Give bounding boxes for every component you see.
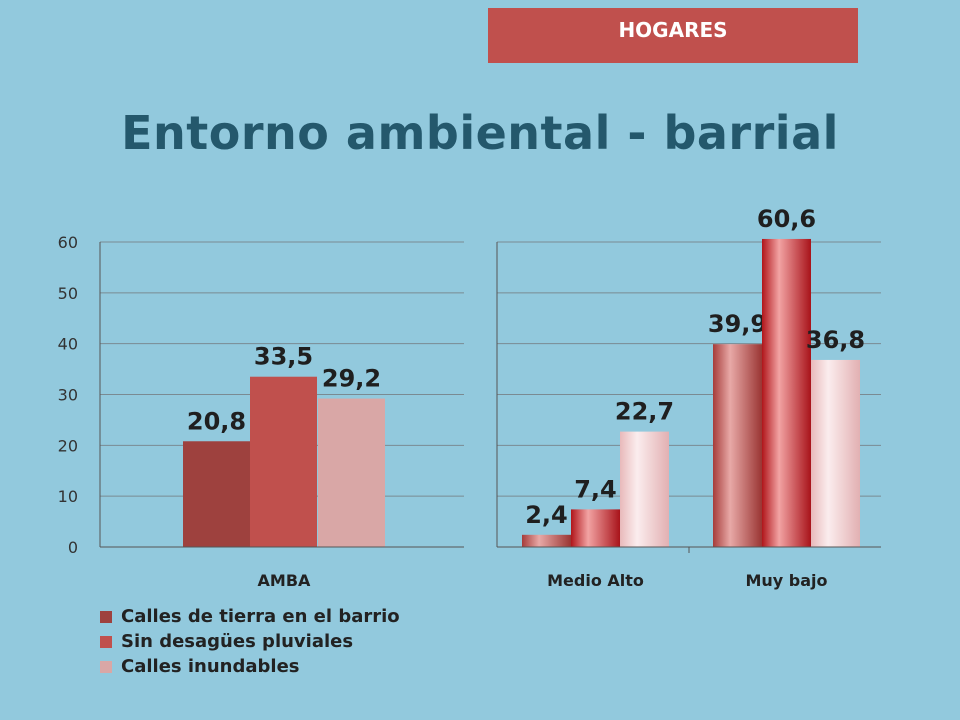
legend-item: Calles de tierra en el barrio [100, 604, 400, 629]
bar [250, 376, 317, 547]
bar [713, 344, 762, 547]
legend-label: Calles inundables [121, 656, 300, 677]
bar [762, 238, 811, 547]
legend-item: Sin desagües pluviales [100, 629, 400, 654]
data-label: 2,4 [525, 501, 568, 529]
data-label: 60,6 [757, 205, 816, 233]
x-category-label: AMBA [258, 571, 312, 590]
y-tick-label: 60 [58, 233, 78, 252]
data-label: 20,8 [187, 407, 246, 435]
data-label: 39,9 [708, 310, 767, 338]
bar [522, 534, 571, 547]
legend-swatch-icon [100, 660, 112, 673]
data-label: 29,2 [322, 365, 381, 393]
y-tick-label: 10 [58, 487, 78, 506]
x-category-label: Medio Alto [547, 571, 644, 590]
bar [183, 441, 250, 547]
page-title: Entorno ambiental - barrial [121, 106, 839, 160]
legend-swatch-icon [100, 635, 112, 648]
hogares-badge: HOGARES [488, 8, 858, 63]
legend-item: Calles inundables [100, 654, 400, 679]
chart-legend: Calles de tierra en el barrio Sin desagü… [100, 604, 400, 679]
data-label: 33,5 [254, 343, 313, 371]
legend-swatch-icon [100, 610, 112, 623]
data-label: 22,7 [615, 398, 674, 426]
y-tick-label: 0 [68, 538, 78, 557]
bar [620, 431, 669, 547]
legend-label: Calles de tierra en el barrio [121, 606, 400, 627]
data-label: 7,4 [574, 475, 617, 503]
bar [571, 509, 620, 547]
y-tick-label: 40 [58, 335, 78, 354]
bar [318, 398, 385, 547]
data-label: 36,8 [806, 326, 865, 354]
y-tick-label: 50 [58, 284, 78, 303]
bar [811, 359, 860, 547]
y-tick-label: 30 [58, 386, 78, 405]
y-tick-label: 20 [58, 436, 78, 455]
x-category-label: Muy bajo [745, 571, 827, 590]
legend-label: Sin desagües pluviales [121, 631, 354, 652]
